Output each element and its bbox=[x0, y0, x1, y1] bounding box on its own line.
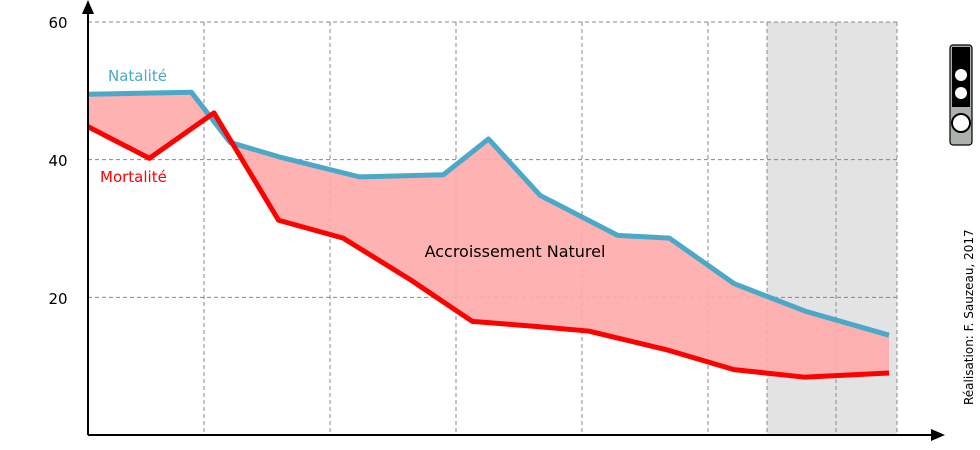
y-axis-arrow bbox=[82, 0, 94, 14]
cc-by-nc-icon bbox=[949, 44, 973, 146]
mortalite-label: Mortalité bbox=[100, 168, 167, 186]
natural-increase-label: Accroissement Naturel bbox=[425, 242, 606, 261]
y-tick-label-20: 20 bbox=[48, 290, 67, 308]
credit-text: Réalisation: F. Sauzeau, 2017 bbox=[962, 229, 976, 405]
natural-increase-area bbox=[88, 92, 890, 378]
y-tick-label-60: 60 bbox=[48, 14, 67, 32]
natalite-label: Natalité bbox=[108, 67, 167, 85]
y-tick-label-40: 40 bbox=[48, 152, 67, 170]
x-axis-arrow bbox=[931, 429, 945, 441]
mortalite-line bbox=[86, 110, 890, 380]
